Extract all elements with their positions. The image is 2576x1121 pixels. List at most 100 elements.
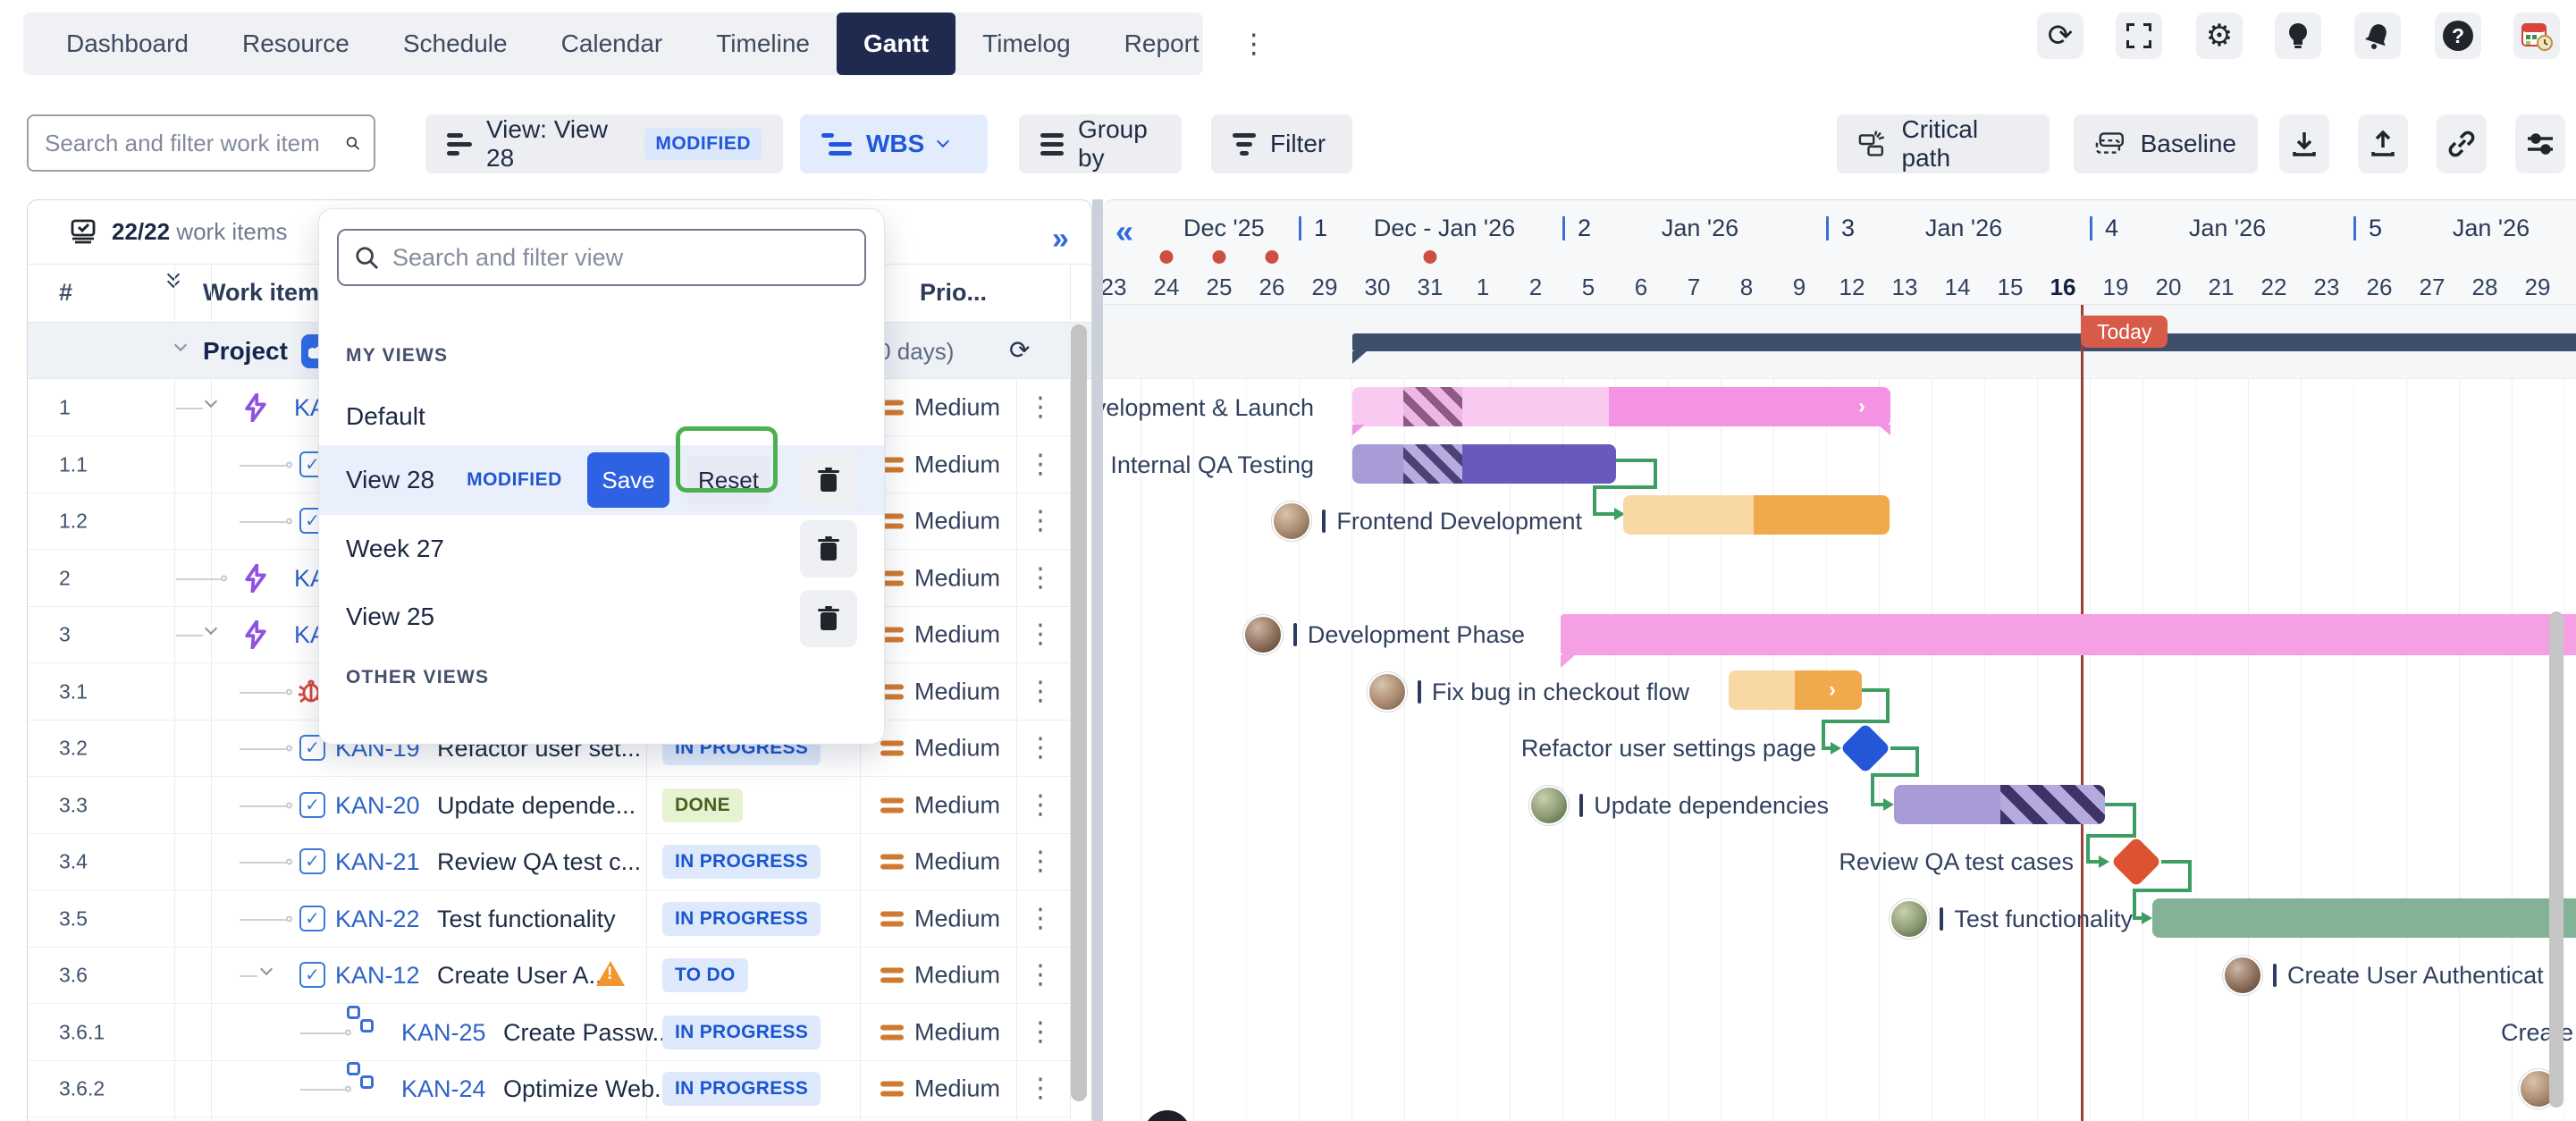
row-menu-icon[interactable]: ⋮ — [1027, 959, 1054, 990]
nav-tab-resource[interactable]: Resource — [241, 30, 349, 57]
bar-expand-chevron[interactable]: › — [1829, 678, 1836, 702]
nav-tab-dashboard[interactable]: Dashboard — [66, 30, 189, 57]
priority-cell[interactable]: Medium — [880, 451, 1000, 478]
priority-cell[interactable]: Medium — [880, 564, 1000, 592]
gantt-bar-fix-bug[interactable] — [1729, 670, 1862, 710]
gantt-bar-frontend[interactable] — [1623, 495, 1890, 535]
nav-tab-timelog[interactable]: Timelog — [982, 30, 1071, 57]
priority-cell[interactable]: Medium — [880, 961, 1000, 989]
gantt-bar-internal-qa[interactable] — [1352, 444, 1616, 484]
floating-button[interactable] — [1144, 1110, 1191, 1121]
work-item-search-input[interactable] — [43, 128, 346, 158]
view-search[interactable] — [337, 229, 866, 286]
gantt-label[interactable]: Create User Authenticat — [2223, 947, 2544, 1004]
table-row[interactable]: 3.3 ✓ KAN-20 Update depende... DONE Medi… — [28, 777, 1070, 834]
table-row[interactable]: 3.4 ✓ KAN-21 Review QA test c... IN PROG… — [28, 833, 1070, 890]
delete-view-button[interactable] — [800, 590, 857, 647]
nav-tab-gantt[interactable]: Gantt — [837, 13, 956, 75]
status-badge[interactable]: IN PROGRESS — [662, 1071, 821, 1106]
priority-cell[interactable]: Medium — [880, 791, 1000, 819]
priority-cell[interactable]: Medium — [880, 734, 1000, 762]
baseline-button[interactable]: Baseline — [2074, 114, 2258, 173]
column-priority[interactable]: Prio... — [920, 279, 988, 306]
gantt-label[interactable]: Development Phase — [1242, 606, 1525, 663]
expand-chevron-icon[interactable] — [204, 394, 218, 409]
row-menu-icon[interactable]: ⋮ — [1027, 676, 1054, 706]
gantt-bar-dev-phase[interactable] — [1561, 614, 2576, 655]
row-menu-icon[interactable]: ⋮ — [1027, 1073, 1054, 1103]
gantt-label[interactable]: Update dependencies — [1529, 777, 1829, 834]
status-badge[interactable]: IN PROGRESS — [662, 844, 821, 879]
nav-tab-timeline[interactable]: Timeline — [716, 30, 811, 57]
work-item-key[interactable]: KAN-22 — [335, 906, 420, 932]
gantt-label[interactable]: Frontend Development — [1272, 493, 1582, 550]
status-badge[interactable]: DONE — [662, 788, 743, 822]
gantt-bar-update-deps[interactable] — [1894, 785, 2105, 824]
export-button[interactable] — [2358, 114, 2408, 173]
expand-chevron-icon[interactable] — [259, 962, 274, 976]
app-launcher-button[interactable] — [2513, 13, 2560, 59]
scroll-left-icon[interactable]: « — [1115, 213, 1134, 249]
status-badge[interactable]: TO DO — [662, 957, 748, 992]
view-option-week27[interactable]: Week 27 — [346, 535, 444, 562]
gantt-vertical-scrollbar[interactable] — [2549, 611, 2563, 1108]
save-view-button[interactable]: Save — [587, 452, 669, 508]
row-menu-icon[interactable]: ⋮ — [1027, 392, 1054, 422]
panel-resizer[interactable] — [1092, 199, 1103, 1121]
work-item-key[interactable]: KAN-24 — [401, 1075, 486, 1102]
gantt-label[interactable]: Test functionality — [1890, 890, 2133, 948]
priority-cell[interactable]: Medium — [880, 1018, 1000, 1046]
work-item-key[interactable]: KAN-21 — [335, 848, 420, 875]
row-menu-icon[interactable]: ⋮ — [1027, 732, 1054, 763]
reset-view-button[interactable]: Reset — [687, 456, 770, 504]
sort-icon[interactable] — [166, 267, 181, 289]
status-badge[interactable]: IN PROGRESS — [662, 901, 821, 936]
work-item-search[interactable] — [27, 114, 375, 172]
priority-cell[interactable]: Medium — [880, 847, 1000, 875]
view-option-view25[interactable]: View 25 — [346, 603, 435, 630]
delete-view-button[interactable] — [800, 520, 857, 577]
nav-tab-report[interactable]: Report — [1124, 30, 1200, 57]
delete-view-button[interactable] — [800, 451, 857, 509]
column-work-item[interactable]: Work item — [203, 279, 320, 306]
gantt-bar-test-functionality[interactable] — [2152, 898, 2576, 938]
wbs-button[interactable]: WBS — [800, 114, 988, 173]
collapse-chevron-icon[interactable] — [173, 338, 188, 352]
view-selector-button[interactable]: View: View 28 MODIFIED — [425, 114, 783, 173]
row-menu-icon[interactable]: ⋮ — [1027, 562, 1054, 593]
notifications-button[interactable] — [2354, 13, 2401, 59]
priority-cell[interactable]: Medium — [880, 507, 1000, 535]
share-link-button[interactable] — [2437, 114, 2487, 173]
priority-cell[interactable]: Medium — [880, 393, 1000, 421]
refresh-icon[interactable]: ⟳ — [1009, 336, 1031, 364]
work-item-key[interactable]: KAN-12 — [335, 962, 420, 989]
fullscreen-button[interactable] — [2116, 13, 2162, 59]
table-row[interactable]: 3.6 ✓ KAN-12 Create User A... TO DO Medi… — [28, 947, 1070, 1004]
row-menu-icon[interactable]: ⋮ — [1027, 903, 1054, 933]
group-by-button[interactable]: Group by — [1019, 114, 1182, 173]
settings-button[interactable]: ⚙ — [2196, 13, 2243, 59]
gantt-label[interactable]: Review QA test cases — [1839, 847, 2074, 875]
project-summary-bar[interactable] — [1352, 333, 2576, 351]
row-menu-icon[interactable]: ⋮ — [1027, 619, 1054, 649]
nav-tab-schedule[interactable]: Schedule — [402, 30, 508, 57]
gantt-label[interactable]: Fix bug in checkout flow — [1367, 663, 1689, 721]
help-button[interactable]: ? — [2435, 13, 2481, 59]
work-item-summary[interactable]: Create User A... — [437, 962, 610, 989]
work-item-summary[interactable]: Review QA test c... — [437, 848, 642, 875]
row-menu-icon[interactable]: ⋮ — [1027, 846, 1054, 876]
table-row[interactable]: 3.6.2 KAN-24 Optimize Web... IN PROGRESS… — [28, 1060, 1070, 1117]
expand-chevron-icon[interactable] — [204, 621, 218, 636]
work-item-key[interactable]: KAN-25 — [401, 1019, 486, 1046]
gantt-bar-dev-launch[interactable] — [1352, 387, 1890, 426]
row-menu-icon[interactable]: ⋮ — [1027, 449, 1054, 479]
work-item-key[interactable]: KAN-20 — [335, 792, 420, 819]
warning-icon[interactable] — [596, 961, 625, 986]
table-row[interactable]: 3.5 ✓ KAN-22 Test functionality IN PROGR… — [28, 890, 1070, 948]
import-button[interactable] — [2279, 114, 2329, 173]
status-badge[interactable]: IN PROGRESS — [662, 1015, 821, 1049]
work-item-summary[interactable]: Test functionality — [437, 906, 616, 932]
priority-cell[interactable]: Medium — [880, 620, 1000, 648]
column-num[interactable]: # — [59, 279, 73, 306]
bar-expand-chevron[interactable]: › — [1858, 394, 1865, 418]
